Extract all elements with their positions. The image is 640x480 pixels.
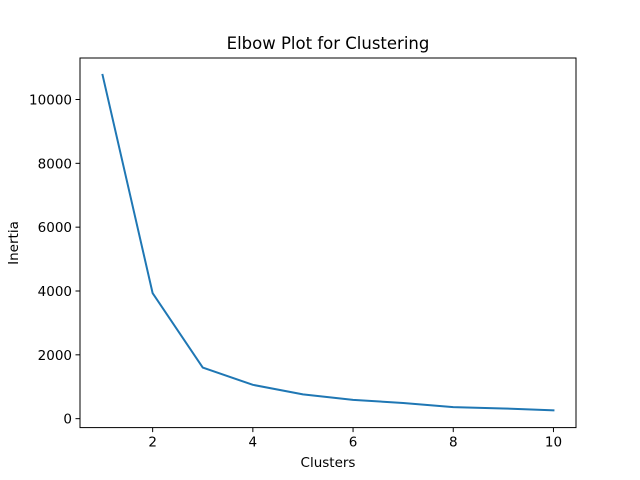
y-tick-label: 2000: [38, 348, 72, 364]
x-tick-label: 6: [349, 435, 358, 451]
chart-title: Elbow Plot for Clustering: [227, 34, 430, 53]
plot-frame: [79, 57, 577, 429]
x-tick-label: 2: [148, 435, 157, 451]
x-tick-label: 10: [545, 435, 562, 451]
y-axis: 0 2000 4000 6000 8000 10000: [29, 92, 80, 428]
x-tick-label: 4: [249, 435, 258, 451]
x-tick-label: 8: [449, 435, 458, 451]
series-line: [101, 73, 555, 412]
y-tick-label: 4000: [38, 284, 72, 300]
y-tick-label: 8000: [38, 156, 72, 172]
y-tick-label: 10000: [29, 92, 72, 108]
x-axis-label: Clusters: [301, 455, 356, 471]
x-axis: 2 4 6 8 10: [148, 427, 562, 451]
plot-area: [101, 73, 555, 412]
y-axis-label: Inertia: [6, 221, 22, 265]
y-tick-label: 0: [63, 412, 72, 428]
y-tick-label: 6000: [38, 220, 72, 236]
